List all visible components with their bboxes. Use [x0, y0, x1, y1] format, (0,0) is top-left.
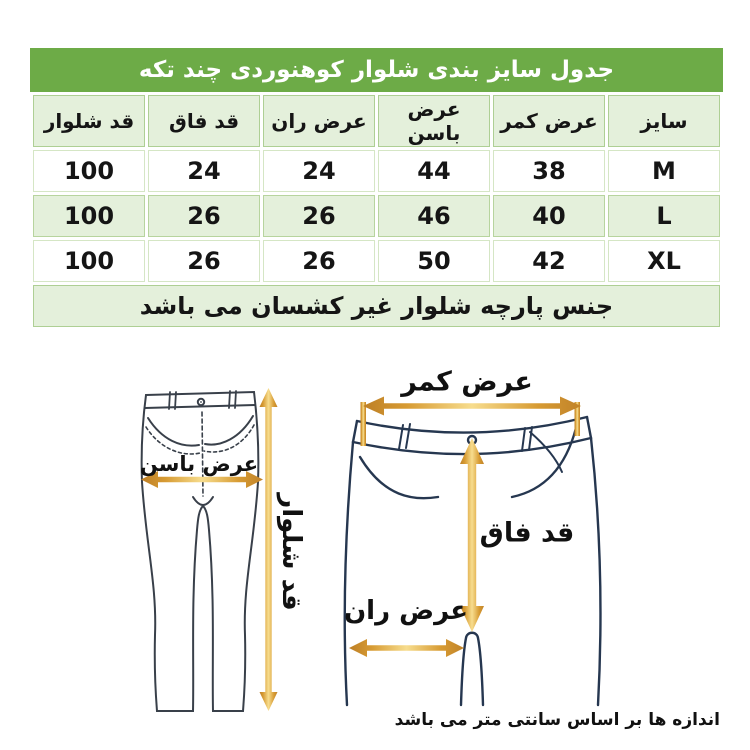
right-pocket-facing: [529, 431, 563, 473]
inner-legs-crotch: [459, 631, 485, 707]
cell-length: 100: [33, 150, 145, 192]
col-header-length: قد شلوار: [33, 95, 145, 147]
cell-hip: 46: [378, 195, 490, 237]
table-row-m: M 38 44 24 24 100: [33, 150, 720, 192]
cell-waist: 42: [493, 240, 605, 282]
right-pocket: [510, 426, 578, 499]
waistband-line: [144, 404, 256, 409]
crotch-length-arrow: [460, 438, 484, 632]
right-pants-drawing: [343, 415, 602, 707]
table-header-row: سایز عرض کمر عرض باسن عرض ران قد فاق قد …: [33, 95, 720, 147]
belt-loops: [398, 423, 533, 452]
col-header-size: سایز: [608, 95, 720, 147]
cell-size: M: [608, 150, 720, 192]
left-pants-drawing: [140, 390, 260, 712]
cell-length: 100: [33, 195, 145, 237]
waist-width-arrow: [363, 396, 581, 416]
table-title: جدول سایز بندی شلوار کوهنوردی چند تکه: [30, 48, 723, 92]
cell-thigh: 24: [263, 150, 375, 192]
right-pocket: [204, 415, 254, 446]
left-pocket: [358, 455, 440, 500]
left-pocket: [147, 417, 200, 447]
right-pocket-stitch: [203, 424, 255, 453]
col-header-thigh: عرض ران: [263, 95, 375, 147]
pants-length-arrow: [259, 388, 278, 711]
cell-crotch: 26: [148, 240, 260, 282]
fabric-note: جنس پارچه شلوار غیر کشسان می باشد: [33, 285, 720, 327]
left-outer-seam: [343, 440, 355, 707]
cell-size: L: [608, 195, 720, 237]
cell-thigh: 26: [263, 195, 375, 237]
col-header-hip: عرض باسن: [378, 95, 490, 147]
waist-arrow-left-tick: [360, 402, 366, 446]
cell-waist: 40: [493, 195, 605, 237]
hip-width-label: عرض باسن: [139, 452, 259, 476]
table-row-xl: XL 42 50 26 26 100: [33, 240, 720, 282]
right-outer-seam: [589, 436, 602, 707]
table-footer-row: جنس پارچه شلوار غیر کشسان می باشد: [33, 285, 720, 327]
cell-thigh: 26: [263, 240, 375, 282]
table-row-l: L 40 46 26 26 100: [33, 195, 720, 237]
cell-waist: 38: [493, 150, 605, 192]
waist-arrow-right-tick: [574, 402, 580, 436]
thigh-width-arrow: [349, 639, 464, 657]
units-note: اندازه ها بر اساس سانتی متر می باشد: [394, 710, 720, 730]
hip-width-arrow: [141, 471, 263, 488]
cell-hip: 44: [378, 150, 490, 192]
cell-crotch: 26: [148, 195, 260, 237]
size-grid: سایز عرض کمر عرض باسن عرض ران قد فاق قد …: [30, 92, 723, 330]
waist-width-label: عرض کمر: [401, 366, 533, 398]
crotch-seam: [192, 496, 214, 506]
pants-length-label: قد شلوار: [276, 493, 306, 611]
pants-outline: [140, 390, 260, 712]
cell-hip: 50: [378, 240, 490, 282]
crotch-length-label: قد فاق: [479, 517, 575, 549]
size-table: جدول سایز بندی شلوار کوهنوردی چند تکه سا…: [30, 48, 723, 330]
col-header-waist: عرض کمر: [493, 95, 605, 147]
cell-size: XL: [608, 240, 720, 282]
left-pocket-stitch: [145, 426, 201, 455]
belt-loops: [168, 390, 237, 410]
col-header-crotch: قد فاق: [148, 95, 260, 147]
thigh-width-label: عرض ران: [343, 596, 469, 626]
cell-crotch: 24: [148, 150, 260, 192]
waistband-ends: [351, 415, 593, 444]
button-dot: [200, 401, 202, 403]
waistband-top: [355, 415, 589, 434]
cell-length: 100: [33, 240, 145, 282]
